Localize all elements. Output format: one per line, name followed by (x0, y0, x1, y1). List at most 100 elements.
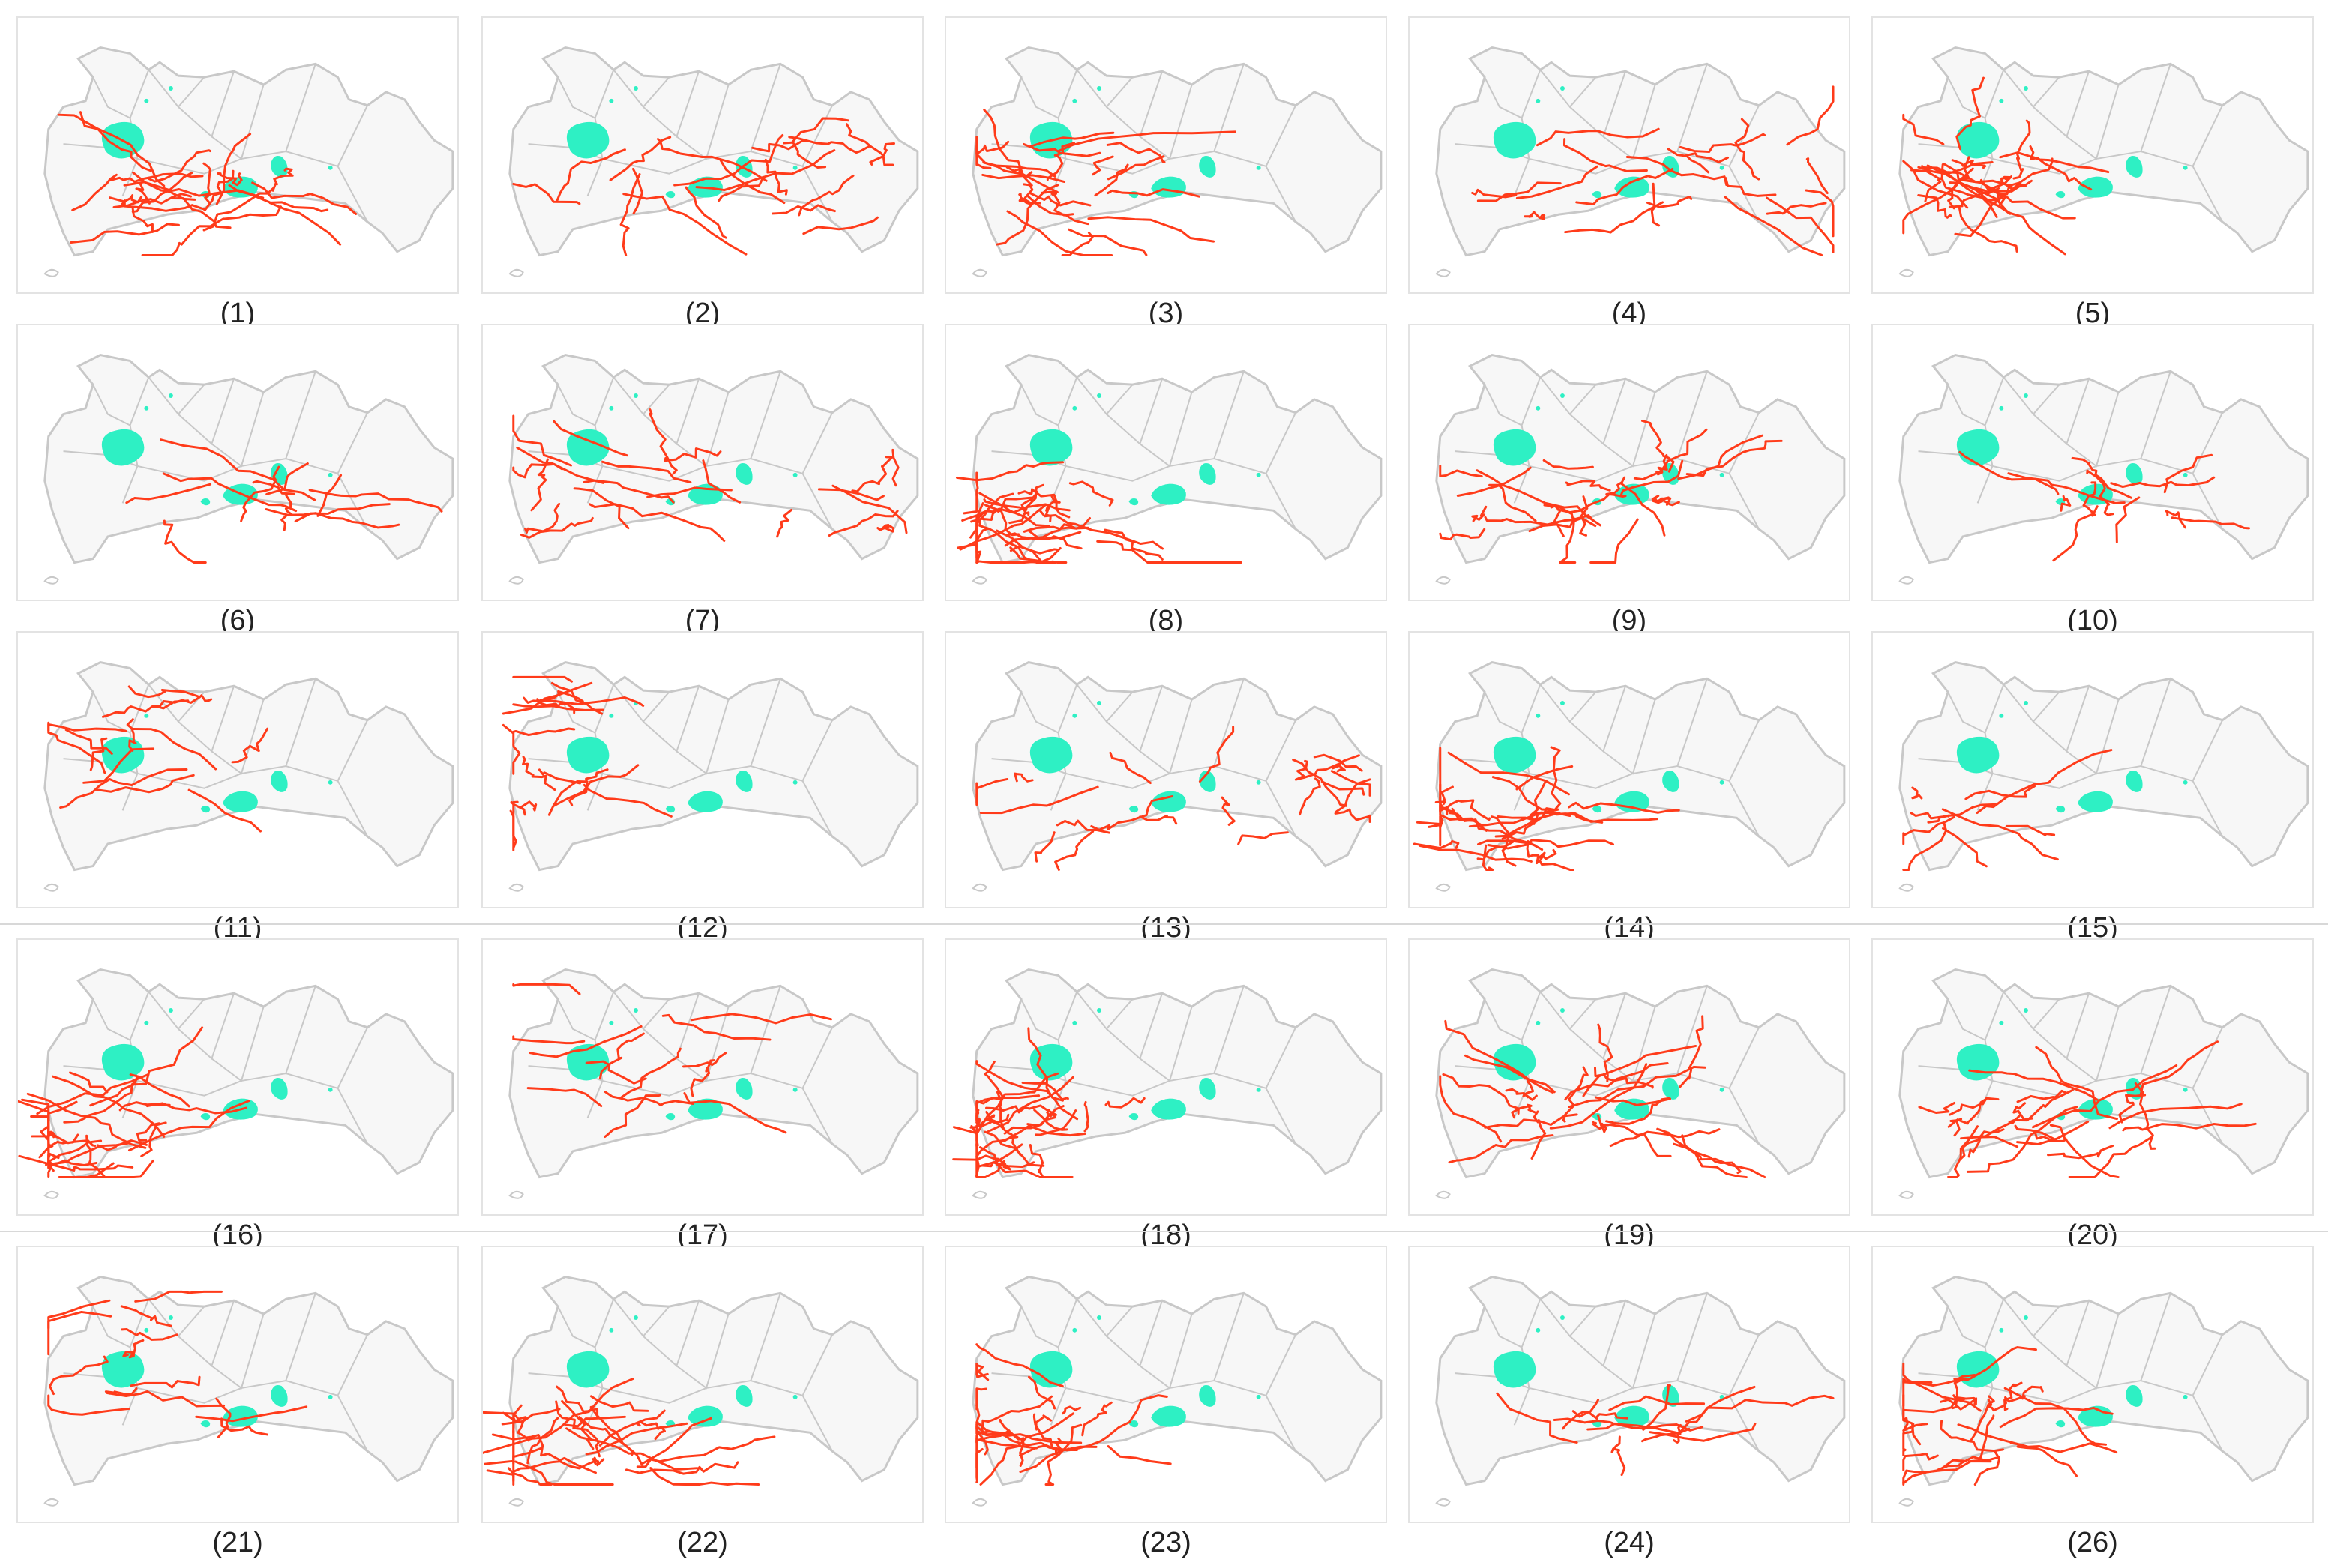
route-line (1434, 785, 1454, 806)
reservoir-area (1128, 1112, 1139, 1121)
route-line (649, 408, 678, 475)
district-line (801, 1088, 833, 1145)
district-line (1539, 991, 1597, 1031)
panel-label: (22) (677, 1527, 728, 1558)
district-line (801, 166, 833, 223)
route-line (975, 1136, 1019, 1179)
route-line (1056, 819, 1110, 834)
route-line (1087, 216, 1215, 243)
reservoir-dot (112, 449, 118, 454)
reservoir-dot (1967, 1064, 1973, 1069)
district-line (751, 412, 833, 475)
district-line (1947, 69, 2005, 119)
reservoir-area (688, 1098, 723, 1120)
route-line (1999, 151, 2110, 174)
route-line (280, 494, 294, 531)
reservoir-dot (792, 780, 798, 785)
route-line (783, 141, 827, 169)
route-line (683, 1091, 787, 1134)
route-line (1447, 751, 1571, 796)
reservoir-dot (577, 756, 583, 762)
route-line (502, 681, 593, 715)
route-line (1652, 498, 1680, 507)
reservoir-dot (1967, 756, 1973, 762)
route-line (2071, 456, 2132, 499)
district-line (1947, 1298, 2005, 1348)
reservoir-dot (144, 98, 149, 103)
route-line (1109, 751, 1152, 784)
district-line (2192, 166, 2223, 223)
route-line (134, 1290, 223, 1303)
route-line (547, 780, 589, 816)
island-outline (972, 268, 987, 277)
route-line (1673, 1423, 1682, 1444)
route-line (47, 721, 106, 774)
reservoir-dot (328, 780, 333, 785)
district-line (1539, 376, 1597, 416)
route-line (1910, 169, 1998, 218)
route-line (1685, 439, 1783, 477)
reservoir-area (2055, 805, 2066, 813)
route-line (215, 133, 252, 205)
route-line (514, 1414, 530, 1442)
bus-routes (512, 983, 833, 1139)
district-boundaries (43, 354, 454, 585)
route-line (2060, 495, 2072, 512)
reservoir-area (1151, 1098, 1186, 1120)
reservoir-dot (609, 405, 614, 411)
route-line (604, 1094, 662, 1139)
reservoir-area (1029, 429, 1073, 466)
reservoir-area (2078, 1098, 2113, 1120)
reservoir-area (1199, 770, 1216, 792)
route-line (151, 694, 213, 708)
reservoir-dot (1560, 1008, 1565, 1013)
route-line (553, 764, 640, 807)
route-line (71, 173, 118, 211)
route-line (1014, 772, 1034, 783)
reservoirs (101, 1315, 333, 1428)
route-line (526, 1087, 603, 1108)
map-panel (481, 16, 924, 294)
reservoir-area (665, 1112, 676, 1121)
route-line (162, 472, 298, 513)
map-panel (1871, 631, 2314, 908)
district-line (643, 685, 700, 753)
route-line (52, 1075, 166, 1138)
district-line (1992, 465, 2097, 482)
city-map (18, 968, 454, 1199)
reservoir-area (101, 736, 145, 774)
route-line (1526, 839, 1574, 872)
route-line (1575, 167, 1674, 205)
reservoir-dot (792, 165, 798, 170)
route-line (1020, 490, 1038, 516)
district-line (1484, 684, 1542, 734)
bus-routes (975, 726, 1371, 872)
route-line (2086, 469, 2114, 516)
route-line (2021, 1385, 2044, 1400)
reservoir-area (1199, 1077, 1216, 1100)
reservoir-dot (1999, 1020, 2004, 1025)
route-line (1034, 831, 1056, 863)
route-line (112, 193, 193, 208)
reservoir-area (1592, 190, 1602, 199)
route-line (1511, 1103, 1537, 1119)
reservoir-dot (1072, 98, 1077, 103)
island-outline (43, 1498, 59, 1507)
route-line (1006, 210, 1113, 257)
route-line (619, 1047, 682, 1100)
route-line (1237, 831, 1289, 845)
route-line (2068, 1136, 2153, 1179)
bus-routes (1918, 1040, 2257, 1179)
route-line (975, 546, 1062, 564)
route-line (1562, 138, 1648, 172)
district-boundaries (1435, 354, 1846, 585)
route-line (1565, 480, 1611, 492)
city-map (508, 46, 919, 277)
reservoir-dot (1097, 1008, 1101, 1013)
reservoir-dot (609, 98, 614, 103)
district-boundaries (1898, 46, 2309, 277)
route-line (512, 414, 573, 467)
reservoir-dot (1504, 142, 1509, 147)
route-line (1471, 188, 1518, 199)
district-line (1484, 991, 1542, 1041)
